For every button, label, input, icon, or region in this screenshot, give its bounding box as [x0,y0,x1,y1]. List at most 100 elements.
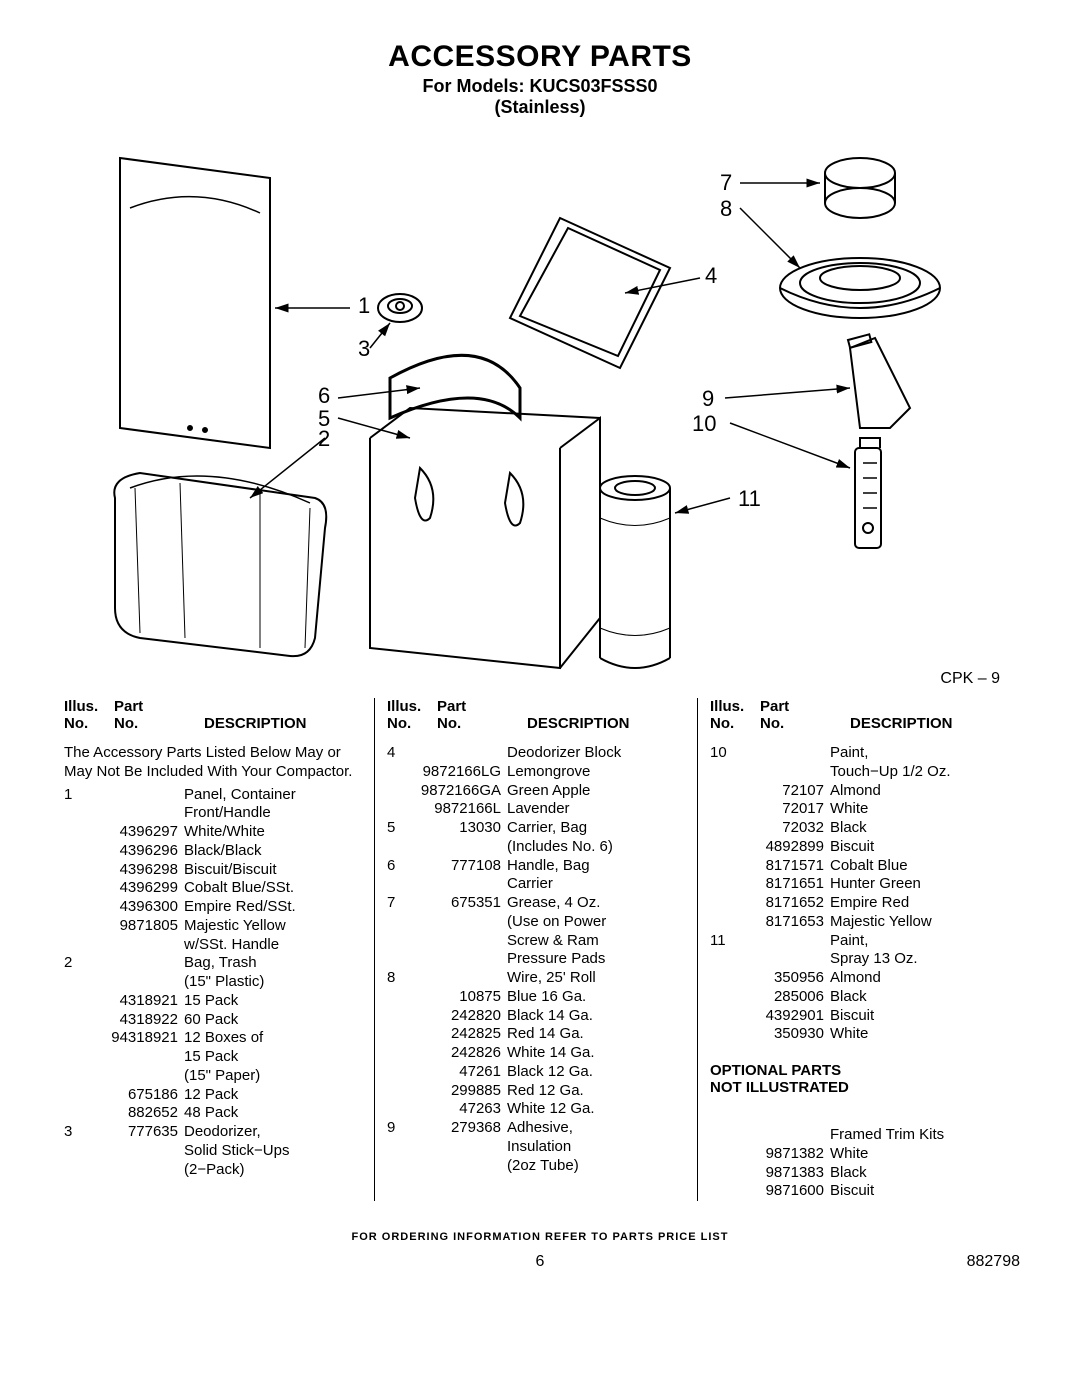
hdr-no: No. [64,715,114,732]
cell-part [730,950,830,969]
callout-1: 1 [358,293,370,319]
hdr-no2: No. [760,715,810,732]
hdr-no: No. [387,715,437,732]
subtitle-line1: For Models: KUCS03FSSS0 [60,76,1020,97]
cell-desc: White [830,1025,1016,1044]
cell-desc: Biscuit [830,1182,1016,1201]
table-row: Solid Stick−Ups [64,1142,370,1161]
cell-illus [64,1161,84,1180]
cell-illus: 7 [387,894,407,913]
cell-desc: 12 Boxes of [184,1029,370,1048]
cell-illus [387,1157,407,1176]
cell-illus [64,1067,84,1086]
table-row: 9872166GAGreen Apple [387,782,693,801]
table-row: 350956Almond [710,969,1016,988]
hdr-no2: No. [114,715,164,732]
cell-part: 8171571 [730,857,830,876]
cell-part: 94318921 [84,1029,184,1048]
cell-desc: Framed Trim Kits [830,1126,1016,1145]
cell-part: 675351 [407,894,507,913]
cell-illus [710,1126,730,1145]
cell-desc: Grease, 4 Oz. [507,894,693,913]
cell-part: 9871600 [730,1182,830,1201]
optional-header-1: OPTIONAL PARTS [710,1062,1016,1079]
table-row: (15" Plastic) [64,973,370,992]
cell-part [84,954,184,973]
cell-desc: Blue 16 Ga. [507,988,693,1007]
table-row: 8171653Majestic Yellow [710,913,1016,932]
cell-desc: (2oz Tube) [507,1157,693,1176]
cell-illus [64,804,84,823]
cell-illus [387,1007,407,1026]
cell-part [407,932,507,951]
cell-part [407,913,507,932]
page: ACCESSORY PARTS For Models: KUCS03FSSS0 … [0,0,1080,1397]
table-row: 1Panel, Container [64,786,370,805]
cell-illus [387,782,407,801]
cell-desc: w/SSt. Handle [184,936,370,955]
cell-illus [710,1007,730,1026]
table-row: 4396297White/White [64,823,370,842]
table-row: 242826White 14 Ga. [387,1044,693,1063]
table-row: 15 Pack [64,1048,370,1067]
callout-5: 5 [318,406,330,432]
cell-illus [710,988,730,1007]
table-row: 47263White 12 Ga. [387,1100,693,1119]
table-row: 8171652Empire Red [710,894,1016,913]
table-row: 299885Red 12 Ga. [387,1082,693,1101]
cell-desc: 12 Pack [184,1086,370,1105]
cell-desc: White [830,1145,1016,1164]
cell-desc: Hunter Green [830,875,1016,894]
cell-illus: 1 [64,786,84,805]
cell-illus [387,1044,407,1063]
cell-part: 777108 [407,857,507,876]
table-row: 285006Black [710,988,1016,1007]
hdr-part: Part [760,698,850,715]
table-row: 242820Black 14 Ga. [387,1007,693,1026]
cell-part: 4396300 [84,898,184,917]
cell-illus [387,838,407,857]
cell-part [730,763,830,782]
table-row: (15" Paper) [64,1067,370,1086]
cell-part: 10875 [407,988,507,1007]
callout-4: 4 [705,263,717,289]
cell-illus: 2 [64,954,84,973]
cell-illus [387,913,407,932]
table-row: (2oz Tube) [387,1157,693,1176]
cell-part: 8171653 [730,913,830,932]
cell-desc: (Includes No. 6) [507,838,693,857]
cell-desc: Pressure Pads [507,950,693,969]
cell-part: 675186 [84,1086,184,1105]
cell-desc: Black [830,1164,1016,1183]
cell-part: 72107 [730,782,830,801]
cell-part [407,838,507,857]
subtitle-line2: (Stainless) [60,97,1020,118]
cell-desc: Deodorizer, [184,1123,370,1142]
cell-illus [710,838,730,857]
cell-illus [387,1063,407,1082]
cell-desc: Deodorizer Block [507,744,693,763]
cell-desc: Front/Handle [184,804,370,823]
table-row: Spray 13 Oz. [710,950,1016,969]
cell-desc: Almond [830,969,1016,988]
table-row: (Use on Power [387,913,693,932]
cell-illus [64,1011,84,1030]
cell-illus [387,875,407,894]
table-row: 9872166LLavender [387,800,693,819]
cell-part: 4892899 [730,838,830,857]
cell-desc: Black [830,988,1016,1007]
cell-part: 9872166LG [407,763,507,782]
cell-part [407,875,507,894]
cell-illus: 6 [387,857,407,876]
table-row: 67518612 Pack [64,1086,370,1105]
cell-desc: Carrier, Bag [507,819,693,838]
cell-illus [710,969,730,988]
cell-desc: (15" Plastic) [184,973,370,992]
cell-part: 285006 [730,988,830,1007]
callout-10: 10 [692,411,716,437]
cell-desc: (15" Paper) [184,1067,370,1086]
cell-part: 4396297 [84,823,184,842]
column-3: Illus. Part No. No. DESCRIPTION 10Paint,… [697,698,1020,1201]
table-row: 9872166LGLemongrove [387,763,693,782]
cell-illus [387,988,407,1007]
